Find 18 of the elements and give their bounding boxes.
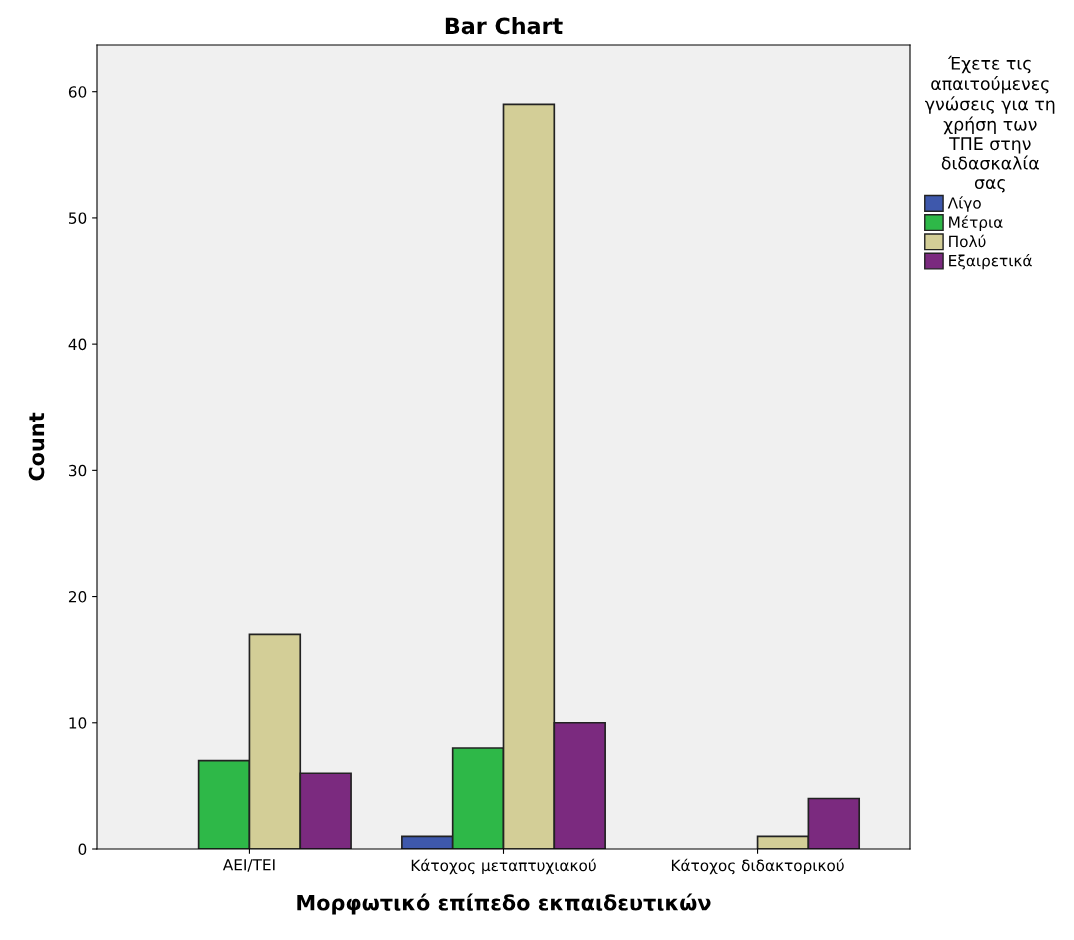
- y-tick-label: 10: [69, 717, 87, 729]
- legend-label: Εξαιρετικά: [949, 253, 1032, 270]
- legend-label: Λίγο: [947, 196, 981, 212]
- y-tick-label: 0: [78, 843, 87, 856]
- legend-label: Πολύ: [949, 234, 986, 248]
- legend-title: Έχετε τις απαιτούμενες γνώσεις για τη χρήση των ΤΠΕ στην διδασκαλία σας: [925, 55, 1055, 193]
- y-tick-label: 40: [68, 338, 87, 351]
- legend-label: Μέτρια: [949, 215, 1003, 231]
- y-tick-label: 20: [68, 591, 87, 603]
- chart-title: Bar Chart: [445, 17, 563, 35]
- y-tick-label: 30: [69, 464, 87, 477]
- x-tick-label: ΑΕΙ/ΤΕΙ: [222, 859, 275, 872]
- y-axis-title: Count: [28, 412, 45, 481]
- x-tick-label: Κάτοχος μεταπτυχιακού: [411, 858, 596, 875]
- x-axis-title: Μορφωτικό επίπεδο εκπαιδευτικών: [297, 893, 711, 915]
- y-tick-label: 50: [69, 212, 87, 224]
- x-tick-label: Κάτοχος διδακτορικού: [671, 858, 844, 875]
- y-tick-label: 60: [68, 86, 87, 98]
